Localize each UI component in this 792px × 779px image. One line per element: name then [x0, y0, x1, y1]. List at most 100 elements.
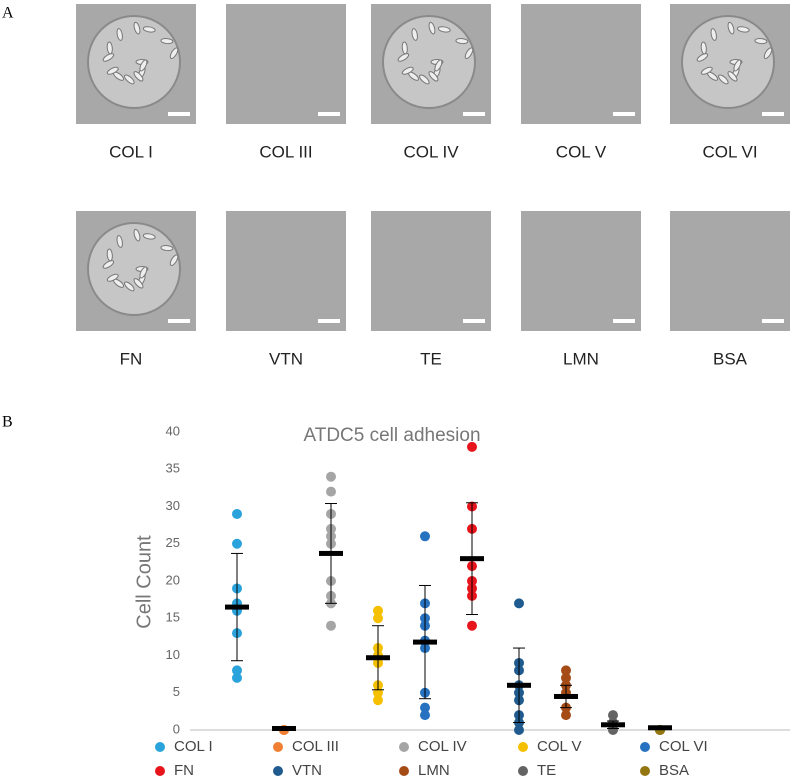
legend-label: COL IV	[418, 738, 467, 755]
micrograph	[371, 211, 491, 331]
mean-bar	[366, 655, 390, 661]
scale-bar	[762, 112, 784, 116]
image-label: COL V	[556, 142, 607, 161]
cell	[434, 59, 443, 72]
dot	[514, 598, 524, 609]
scale-bar	[463, 112, 485, 116]
image-label: BSA	[713, 349, 748, 368]
cell	[142, 26, 156, 33]
scale-bar	[168, 112, 190, 116]
cell	[397, 53, 410, 62]
image-label: COL I	[109, 142, 153, 161]
panel-label: A	[2, 5, 14, 22]
cell	[736, 26, 750, 33]
dot	[467, 441, 477, 452]
dot	[514, 725, 524, 735]
dot	[232, 672, 242, 683]
cell	[464, 47, 474, 60]
mean-bar	[507, 682, 531, 688]
legend-swatch	[640, 766, 650, 776]
y-tick-label: 0	[173, 721, 180, 736]
y-axis-label: Cell Count	[133, 535, 155, 629]
legend-label: COL I	[174, 738, 213, 755]
cell	[169, 254, 179, 267]
legend-label: TE	[537, 762, 556, 779]
legend-label: COL V	[537, 738, 581, 755]
legend-swatch	[155, 742, 165, 752]
dot	[420, 531, 430, 542]
legend-swatch	[518, 742, 528, 752]
scale-bar	[168, 319, 190, 323]
cell	[139, 266, 148, 279]
mean-bar	[460, 556, 484, 562]
mean-bar	[272, 726, 296, 732]
cell	[106, 66, 119, 75]
dot	[420, 710, 430, 721]
y-tick-label: 40	[166, 423, 180, 438]
legend-swatch	[273, 766, 283, 776]
dot	[561, 665, 571, 676]
cell	[455, 38, 469, 45]
micrograph	[670, 211, 790, 331]
cell	[133, 228, 141, 242]
cell	[133, 278, 144, 289]
y-tick-label: 5	[173, 684, 180, 699]
image-label: COL IV	[403, 142, 459, 161]
micrograph-spot	[681, 15, 775, 109]
legend-label: LMN	[418, 762, 450, 779]
legend-label: VTN	[292, 762, 322, 779]
panel-label: B	[2, 414, 13, 431]
y-tick-label: 30	[166, 498, 180, 513]
mean-bar	[225, 604, 249, 610]
image-label: COL VI	[702, 142, 757, 161]
image-label: VTN	[269, 349, 303, 368]
image-label: LMN	[563, 349, 599, 368]
mean-bar	[413, 639, 437, 645]
cell	[401, 66, 414, 75]
y-tick-label: 35	[166, 461, 180, 476]
cell	[160, 38, 174, 45]
cell	[160, 245, 174, 252]
dot	[232, 538, 242, 549]
legend-swatch	[640, 742, 650, 752]
legend-label: COL VI	[659, 738, 708, 755]
scale-bar	[318, 319, 340, 323]
dot	[561, 672, 571, 683]
mean-bar	[601, 722, 625, 728]
legend-label: COL III	[292, 738, 339, 755]
mean-bar	[648, 725, 672, 731]
cell	[124, 74, 135, 85]
cell	[718, 74, 729, 85]
micrograph-spot	[87, 222, 181, 316]
micrograph-spot	[382, 15, 476, 109]
cell	[411, 28, 418, 41]
cell	[428, 71, 439, 82]
legend-swatch	[273, 742, 283, 752]
cell	[763, 47, 773, 60]
cell	[124, 281, 135, 292]
mean-bar	[554, 693, 578, 699]
scale-bar	[613, 319, 635, 323]
cell	[727, 71, 738, 82]
micrograph	[226, 4, 346, 124]
image-label: COL III	[259, 142, 312, 161]
dot	[467, 620, 477, 631]
micrograph	[521, 211, 641, 331]
mean-bar	[319, 550, 343, 556]
legend-swatch	[399, 766, 409, 776]
cell	[710, 28, 717, 41]
cell	[106, 248, 113, 262]
dot	[326, 471, 336, 482]
cell	[428, 21, 436, 35]
cell	[733, 59, 742, 72]
dot	[608, 725, 618, 735]
dot	[373, 605, 383, 616]
y-tick-label: 15	[166, 610, 180, 625]
micrograph	[226, 211, 346, 331]
image-label: FN	[120, 349, 143, 368]
dot	[326, 620, 336, 631]
cell	[700, 66, 713, 75]
scale-bar	[613, 112, 635, 116]
scale-bar	[762, 319, 784, 323]
